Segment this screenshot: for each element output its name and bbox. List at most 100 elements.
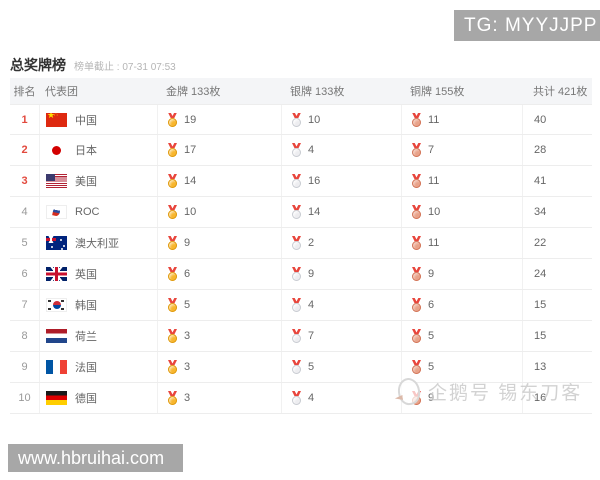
silver-count: 5 (308, 361, 315, 373)
bronze-count: 11 (428, 237, 440, 249)
silver-count: 4 (308, 299, 315, 311)
medal-table: 排名 代表团 金牌 133枚 银牌 133枚 铜牌 155枚 共计 421枚 1… (10, 78, 592, 414)
table-row: 9 法国 3 5 5 13 (10, 352, 592, 383)
total-cell: 24 (522, 259, 592, 289)
table-body: 1 中国 19 10 11 40 2 日本 (10, 104, 592, 414)
silver-medal-icon (291, 391, 302, 405)
total-cell: 41 (522, 166, 592, 196)
gold-count: 19 (184, 113, 197, 126)
gold-cell: 3 (157, 352, 281, 382)
country-name: 韩国 (75, 300, 97, 312)
gold-count: 10 (184, 206, 197, 218)
table-header-row: 排名 代表团 金牌 133枚 银牌 133枚 铜牌 155枚 共计 421枚 (10, 78, 592, 104)
bronze-count: 5 (428, 361, 435, 373)
silver-medal-icon (291, 298, 302, 312)
flag-icon (46, 298, 67, 312)
bronze-medal-icon (411, 267, 422, 281)
gold-medal-icon (167, 236, 178, 250)
gold-medal-icon (167, 391, 178, 405)
gold-medal-icon (167, 360, 178, 374)
bronze-cell: 7 (401, 135, 522, 165)
silver-medal-icon (291, 174, 302, 188)
bronze-count: 6 (428, 299, 435, 311)
silver-cell: 14 (281, 197, 401, 227)
table-row: 8 荷兰 3 7 5 15 (10, 321, 592, 352)
silver-cell: 2 (281, 228, 401, 258)
table-row: 2 日本 17 4 7 28 (10, 135, 592, 166)
delegation-cell: 澳大利亚 (39, 228, 157, 258)
country-name: 法国 (75, 362, 97, 374)
gold-medal-icon (167, 174, 178, 188)
delegation-cell: 韩国 (39, 290, 157, 320)
bronze-count: 10 (428, 206, 441, 218)
bronze-cell: 11 (401, 228, 522, 258)
delegation-cell: 英国 (39, 259, 157, 289)
rank-cell: 3 (21, 175, 28, 187)
total-cell: 15 (522, 321, 592, 351)
bronze-count: 9 (428, 268, 435, 280)
col-gold: 金牌 133枚 (166, 86, 221, 98)
delegation-cell: ROC (39, 197, 157, 227)
delegation-cell: 日本 (39, 135, 157, 165)
gold-cell: 14 (157, 166, 281, 196)
gold-medal-icon (167, 298, 178, 312)
flag-icon (46, 112, 67, 127)
bronze-medal-icon (411, 113, 422, 127)
col-rank: 排名 (13, 86, 36, 98)
bronze-cell: 9 (401, 383, 522, 413)
page-title: 总奖牌榜 (10, 57, 66, 73)
silver-count: 16 (308, 175, 321, 187)
bronze-count: 11 (428, 175, 440, 187)
gold-medal-icon (167, 329, 178, 343)
total-cell: 40 (522, 105, 592, 134)
gold-cell: 10 (157, 197, 281, 227)
total-cell: 28 (522, 135, 592, 165)
bronze-cell: 11 (401, 166, 522, 196)
flag-icon (46, 236, 67, 250)
bronze-medal-icon (411, 298, 422, 312)
flag-icon (46, 391, 67, 405)
bronze-cell: 11 (401, 105, 522, 134)
gold-count: 5 (184, 299, 191, 311)
silver-medal-icon (291, 236, 302, 250)
rank-cell: 7 (21, 299, 28, 311)
bronze-cell: 5 (401, 321, 522, 351)
gold-count: 17 (184, 144, 197, 156)
flag-icon (46, 205, 67, 219)
silver-medal-icon (291, 143, 302, 157)
gold-cell: 3 (157, 383, 281, 413)
gold-count: 14 (184, 175, 197, 187)
tg-contact-badge: TG: MYYJJPP (454, 10, 600, 41)
gold-medal-icon (167, 143, 178, 157)
bronze-medal-icon (411, 205, 422, 219)
col-total: 共计 421枚 (533, 86, 588, 98)
total-cell: 15 (522, 290, 592, 320)
silver-cell: 10 (281, 105, 401, 134)
gold-medal-icon (167, 267, 178, 281)
delegation-cell: 美国 (39, 166, 157, 196)
country-name: 德国 (75, 393, 97, 405)
silver-medal-icon (291, 267, 302, 281)
silver-count: 4 (308, 144, 315, 156)
table-row: 10 德国 3 4 9 16 (10, 383, 592, 414)
country-name: 荷兰 (75, 331, 97, 343)
country-name: 美国 (75, 176, 97, 188)
gold-medal-icon (167, 205, 178, 219)
delegation-cell: 荷兰 (39, 321, 157, 351)
gold-count: 3 (184, 361, 191, 373)
bronze-count: 9 (428, 392, 435, 404)
silver-medal-icon (291, 205, 302, 219)
silver-count: 9 (308, 268, 315, 280)
gold-cell: 19 (157, 105, 281, 134)
col-team: 代表团 (45, 86, 78, 98)
flag-icon (46, 329, 67, 343)
rank-cell: 6 (21, 268, 28, 280)
bronze-medal-icon (411, 391, 422, 405)
bronze-cell: 10 (401, 197, 522, 227)
bronze-medal-icon (411, 143, 422, 157)
table-row: 5 澳大利亚 9 2 11 22 (10, 228, 592, 259)
silver-count: 7 (308, 330, 315, 342)
col-silver: 银牌 133枚 (290, 86, 345, 98)
table-row: 1 中国 19 10 11 40 (10, 104, 592, 135)
